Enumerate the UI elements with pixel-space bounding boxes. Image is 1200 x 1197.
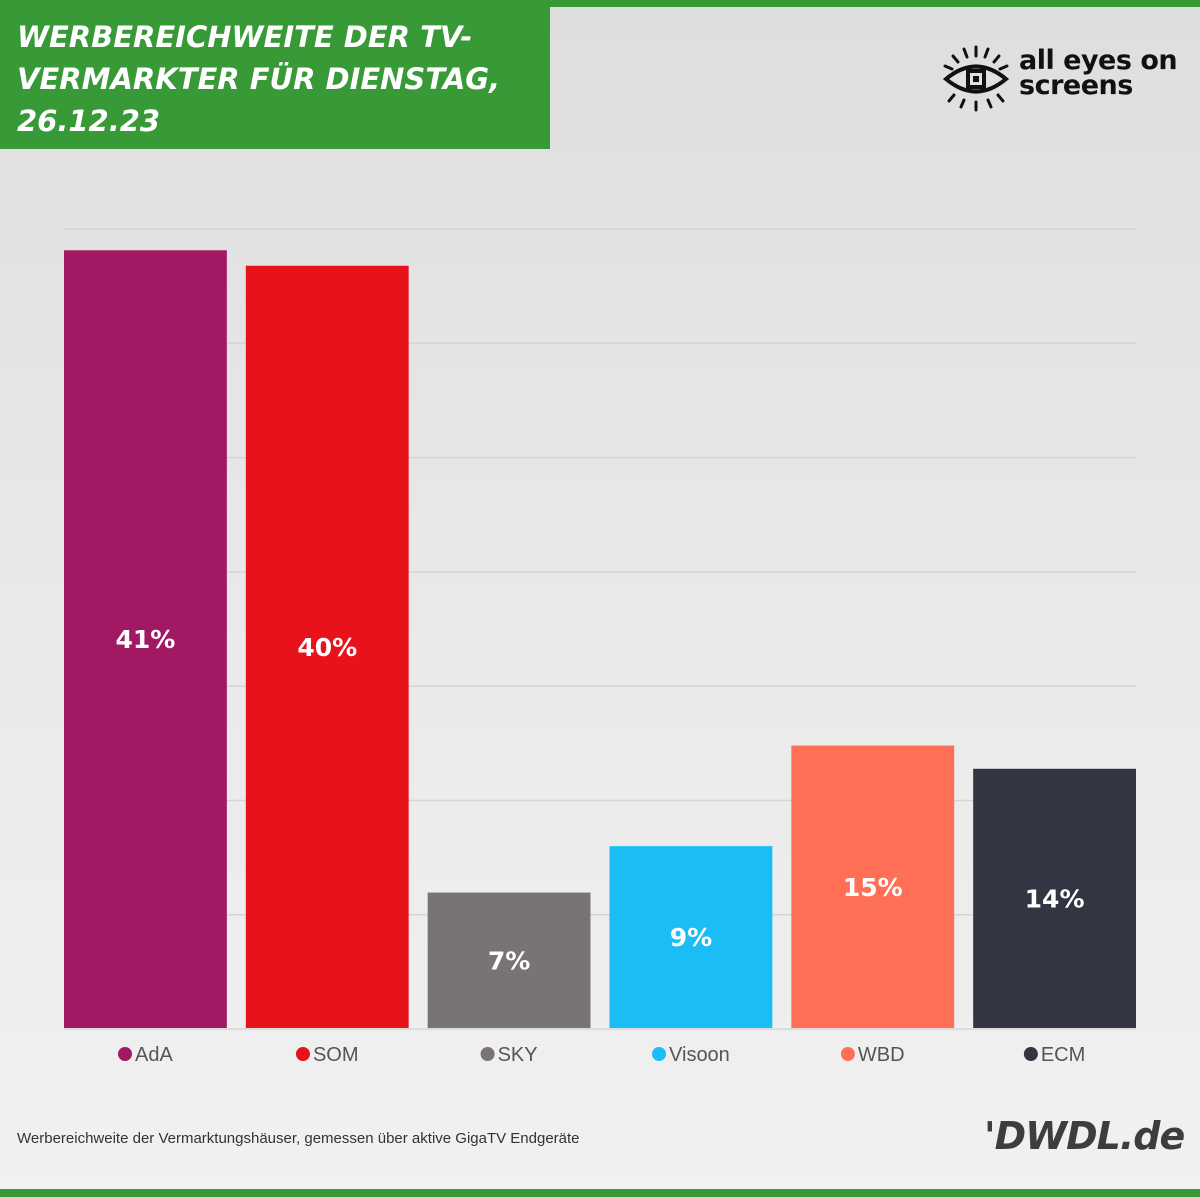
bar-ada [64, 250, 227, 1028]
bar-sky [427, 892, 591, 1028]
eye-icon [942, 45, 1010, 112]
logo-line-1: all eyes on [1019, 45, 1178, 76]
legend-label-ecm: ECM [1041, 1044, 1085, 1066]
legend-label-ada: AdA [135, 1044, 173, 1066]
legend-marker-ada [118, 1047, 133, 1061]
legend-label-sky: SKY [498, 1044, 538, 1066]
logo-wordmark: all eyes on screens [1019, 45, 1178, 101]
bottom-accent-line [0, 1189, 1200, 1197]
chart-title: WERBEREICHWEITE DER TV-VERMARKTER FÜR DI… [17, 20, 501, 138]
legend-marker-ecm [1023, 1047, 1038, 1061]
legend-marker-sky [480, 1047, 495, 1061]
footnote: Werbereichweite der Vermarktungshäuser, … [17, 1130, 580, 1147]
logo-line-2: screens [1019, 70, 1133, 101]
bar-wbd [791, 745, 955, 1028]
bar-ecm [973, 768, 1136, 1028]
title-box: WERBEREICHWEITE DER TV-VERMARKTER FÜR DI… [0, 0, 550, 149]
legend-marker-wbd [840, 1047, 855, 1061]
bar-visoon [609, 846, 773, 1028]
legend-label-wbd: WBD [858, 1044, 905, 1066]
legend-label-som: SOM [313, 1044, 359, 1066]
legend-marker-som [295, 1047, 310, 1061]
data-label-som: 40% [297, 633, 357, 662]
data-label-ada: 41% [115, 625, 175, 654]
data-label-visoon: 9% [670, 923, 712, 952]
legend-marker-visoon [652, 1047, 667, 1061]
data-label-ecm: 14% [1025, 884, 1085, 913]
data-label-wbd: 15% [843, 873, 903, 902]
legend-label-visoon: Visoon [669, 1044, 730, 1066]
top-accent-line [0, 0, 1200, 7]
bar-som [245, 265, 409, 1028]
dwdl-logo: 'DWDL.de [984, 1114, 1185, 1158]
all-eyes-on-screens-logo: all eyes on screens [942, 44, 1192, 112]
data-label-sky: 7% [488, 946, 530, 975]
